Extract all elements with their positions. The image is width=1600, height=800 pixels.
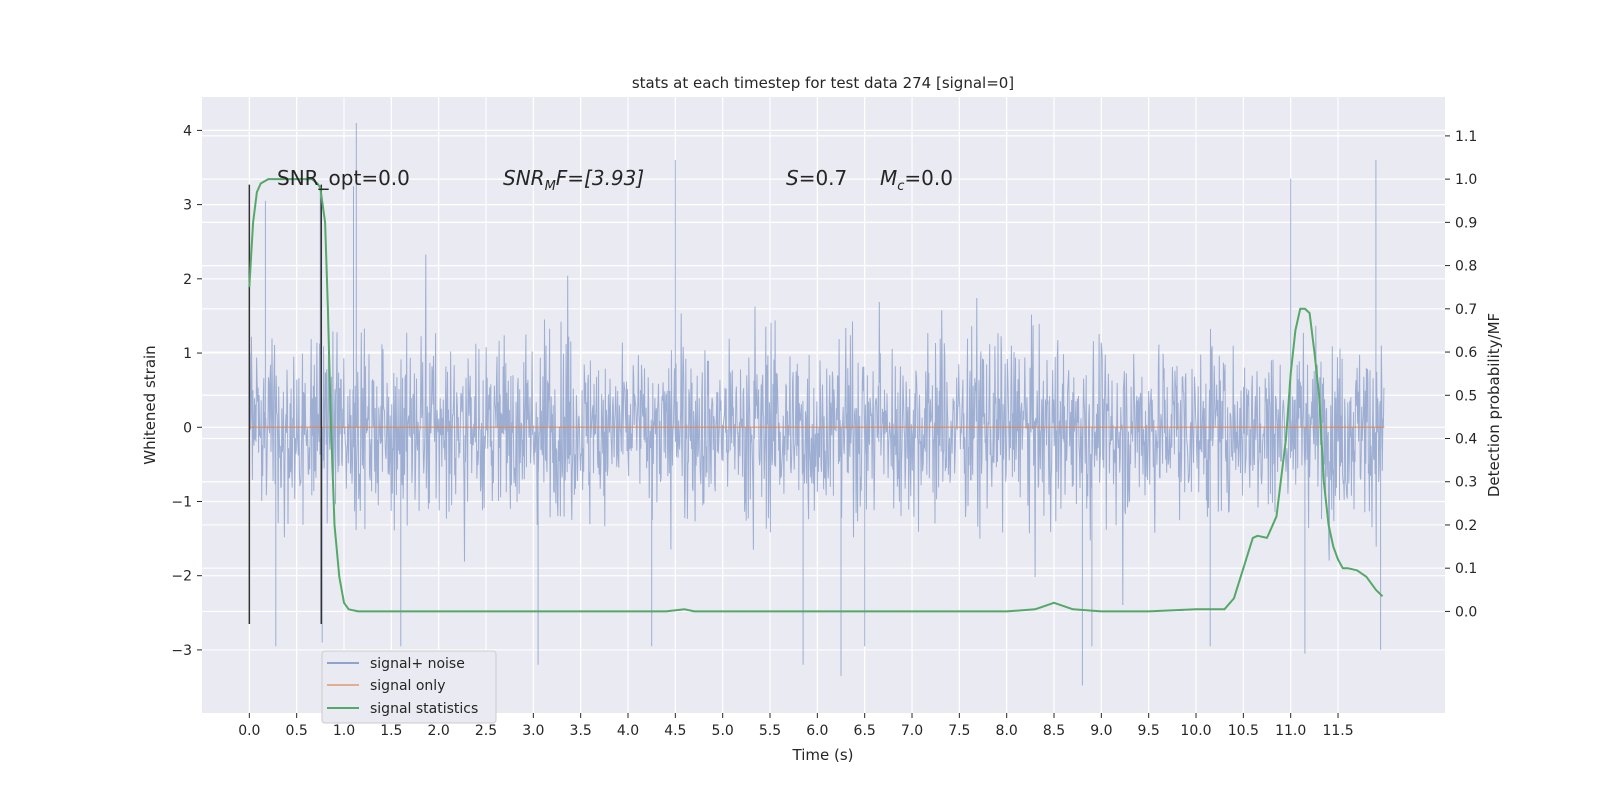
x-tick-label: 9.5 (1138, 723, 1160, 739)
y-tick-label: 2 (183, 272, 192, 288)
x-tick-label: 6.5 (854, 723, 876, 739)
x-tick-label: 2.5 (475, 723, 497, 739)
y-axis-label: Whitened strain (141, 345, 159, 464)
y-tick-label: 1 (183, 346, 192, 362)
right-y-axis-label: Detection probability/MF (1485, 313, 1503, 497)
right-y-axis-ticks: 0.0 0.1 0.2 0.3 0.4 0.5 0.6 0.7 0.8 0.9 1.0 1.1 (1445, 129, 1477, 620)
legend-label-signal-noise: signal+ noise (370, 656, 465, 672)
y-tick-label: −3 (171, 643, 192, 659)
y-right-tick-label: 0.7 (1455, 302, 1477, 318)
x-tick-label: 8.5 (1043, 723, 1065, 739)
legend-label-signal-statistics: signal statistics (370, 701, 478, 717)
x-tick-label: 1.5 (380, 723, 402, 739)
x-tick-label: 8.0 (996, 723, 1018, 739)
x-tick-label: 5.0 (712, 723, 734, 739)
mc-name: M (880, 166, 897, 190)
y-right-tick-label: 0.5 (1455, 388, 1477, 404)
legend-box (321, 650, 497, 724)
x-tick-label: 9.0 (1090, 723, 1112, 739)
x-tick-label: 10.0 (1180, 723, 1211, 739)
y-tick-label: −2 (171, 569, 192, 585)
y-right-tick-label: 0.3 (1455, 475, 1477, 491)
y-tick-label: 3 (183, 198, 192, 214)
x-axis-label: Time (s) (792, 746, 854, 764)
mc-rest: =0.0 (904, 166, 953, 190)
snr-mf-sub: M (545, 179, 556, 194)
x-tick-label: 4.5 (664, 723, 686, 739)
x-tick-label: 3.0 (522, 723, 544, 739)
legend-label-signal-only: signal only (370, 678, 445, 694)
annotation-snr-mf: SNRMF=[3.93] (503, 166, 644, 194)
signal-noise-line (248, 123, 1385, 686)
x-tick-label: 7.5 (948, 723, 970, 739)
x-tick-label: 4.0 (617, 723, 639, 739)
y-right-tick-label: 0.6 (1455, 345, 1477, 361)
y-tick-label: 4 (183, 123, 192, 139)
y-right-tick-label: 0.8 (1455, 259, 1477, 275)
x-tick-label: 10.5 (1228, 723, 1259, 739)
y-right-tick-label: 0.2 (1455, 518, 1477, 534)
annotation-s: S=0.7 (786, 166, 847, 190)
x-tick-label: 2.0 (428, 723, 450, 739)
x-tick-label: 11.0 (1275, 723, 1306, 739)
y-right-tick-label: 0.4 (1455, 432, 1477, 448)
mc-sub: c (897, 179, 904, 194)
signal-statistics-line (248, 178, 1384, 613)
x-tick-label: 3.5 (570, 723, 592, 739)
x-tick-label: 6.0 (806, 723, 828, 739)
y-right-tick-label: 0.1 (1455, 561, 1477, 577)
x-tick-label: 1.0 (333, 723, 355, 739)
x-tick-label: 0.5 (286, 723, 308, 739)
x-tick-label: 11.5 (1322, 723, 1353, 739)
y-right-tick-label: 0.0 (1455, 604, 1477, 620)
s-name: S (786, 166, 799, 190)
y-right-tick-label: 0.9 (1455, 215, 1477, 231)
legend: signal+ noise signal only signal statist… (321, 650, 497, 724)
s-rest: =0.7 (799, 166, 848, 190)
y-tick-label: −1 (171, 494, 192, 510)
x-tick-label: 7.0 (901, 723, 923, 739)
y-right-tick-label: 1.1 (1455, 129, 1477, 145)
x-tick-label: 0.0 (238, 723, 260, 739)
y-right-tick-label: 1.0 (1455, 172, 1477, 188)
snr-mf-rest: F=[3.93] (556, 166, 644, 190)
y-tick-label: 0 (183, 420, 192, 436)
x-tick-label: 5.5 (759, 723, 781, 739)
left-y-axis-ticks: −3 −2 −1 0 1 2 3 4 (171, 123, 202, 659)
grid-lines (202, 97, 1445, 713)
signal-noise-series (248, 123, 1385, 686)
vertical-marker-lines (248, 184, 323, 624)
annotation-mc: Mc=0.0 (880, 166, 953, 194)
snr-mf-name: SNR (503, 166, 545, 190)
signal-statistics-series (248, 178, 1384, 613)
x-axis-ticks: 0.0 0.5 1.0 1.5 2.0 2.5 3.0 3.5 4.0 4.5 5.0 5.5 6.0 6… (238, 713, 1354, 739)
annotation-snr-opt: SNR_opt=0.0 (277, 166, 410, 190)
chart-title: stats at each timestep for test data 274… (632, 74, 1014, 92)
